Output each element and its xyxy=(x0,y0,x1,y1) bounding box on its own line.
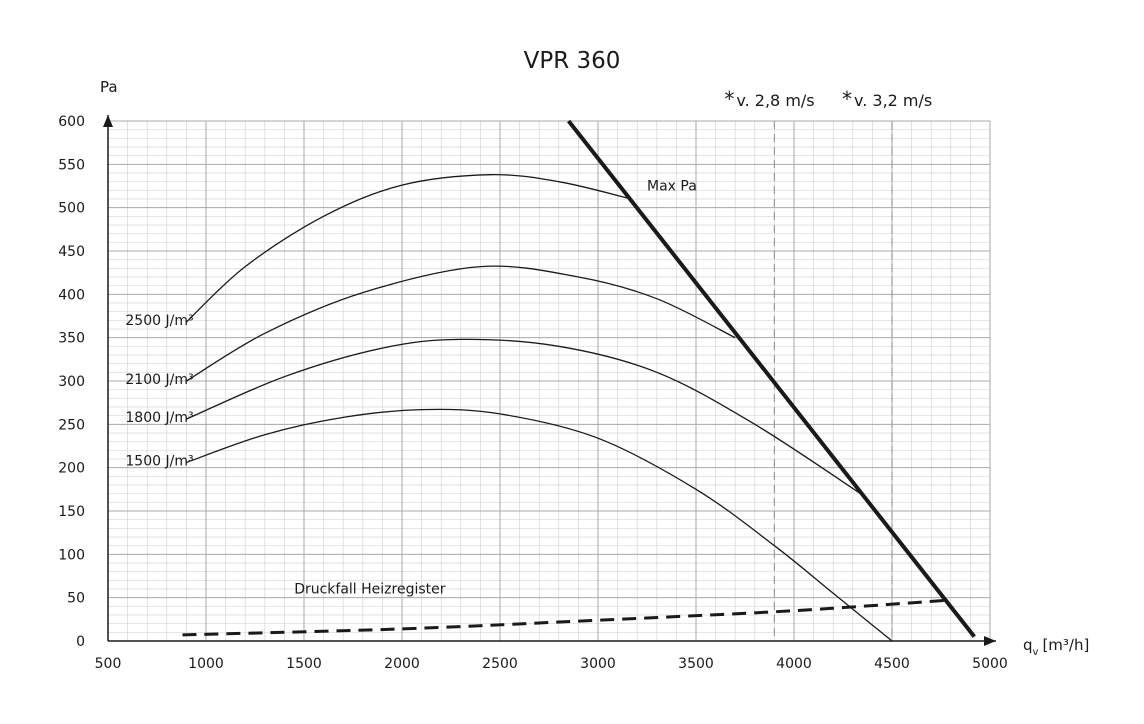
x-tick-label: 2500 xyxy=(482,656,518,672)
x-tick-label: 4500 xyxy=(874,656,910,672)
x-axis-label-sub: v xyxy=(1033,647,1039,658)
x-axis-label-main: q xyxy=(1023,636,1033,654)
x-tick-label: 2000 xyxy=(384,656,420,672)
axes xyxy=(103,115,996,646)
curve-label: 2100 J/m³ xyxy=(125,372,193,388)
y-tick-label: 500 xyxy=(58,201,85,217)
y-tick-label: 450 xyxy=(58,244,85,260)
y-tick-label: 200 xyxy=(58,461,85,477)
velocity-label: * v. 2,8 m/s xyxy=(724,87,814,111)
y-tick-label: 50 xyxy=(67,591,85,607)
y-tick-label: 300 xyxy=(58,374,85,390)
x-axis-label-unit: [m³/h] xyxy=(1042,636,1089,654)
x-tick-label: 3000 xyxy=(580,656,616,672)
x-tick-label: 1500 xyxy=(286,656,322,672)
y-tick-label: 550 xyxy=(58,157,85,173)
heater-pressure-drop-line xyxy=(182,598,947,637)
series-line xyxy=(186,408,893,642)
x-tick-label: 4000 xyxy=(776,656,812,672)
y-tick-label: 100 xyxy=(58,547,85,563)
curve-label: 1800 J/m³ xyxy=(125,410,193,426)
x-tick-label: 500 xyxy=(95,656,122,672)
velocity-label: * v. 3,2 m/s xyxy=(842,87,932,111)
y-axis-arrow xyxy=(103,115,113,127)
curve-label: 2500 J/m³ xyxy=(125,313,193,329)
y-tick-label: 350 xyxy=(58,331,85,347)
y-tick-label: 150 xyxy=(58,504,85,520)
x-tick-label: 3500 xyxy=(678,656,714,672)
annotation-label: Max Pa xyxy=(647,178,697,194)
series-layer xyxy=(182,119,976,642)
velocity-label-star: * xyxy=(724,87,734,111)
annotation-label: Druckfall Heizregister xyxy=(294,581,446,597)
x-axis-label: qv [m³/h] xyxy=(1023,636,1089,658)
x-axis-arrow xyxy=(984,636,996,646)
chart-title: VPR 360 xyxy=(524,48,621,74)
velocity-label-text: v. 2,8 m/s xyxy=(736,91,814,110)
velocity-label-text: v. 3,2 m/s xyxy=(854,91,932,110)
x-tick-label: 5000 xyxy=(972,656,1008,672)
y-tick-label: 400 xyxy=(58,287,85,303)
max-pa-line xyxy=(567,119,976,638)
y-tick-label: 250 xyxy=(58,417,85,433)
x-tick-label: 1000 xyxy=(188,656,224,672)
series-line xyxy=(186,338,861,495)
major-grid xyxy=(108,120,991,641)
series-line xyxy=(186,265,736,382)
y-axis-label: Pa xyxy=(100,78,118,96)
series-line xyxy=(185,174,632,323)
y-tick-label: 600 xyxy=(58,114,85,130)
y-tick-label: 0 xyxy=(76,634,85,650)
tick-labels: 500 1000 1500 2000 2500 3000 3500 4000 4500 5000 0… xyxy=(58,114,1008,672)
curve-label: 1500 J/m³ xyxy=(125,453,193,469)
velocity-label-star: * xyxy=(842,87,852,111)
